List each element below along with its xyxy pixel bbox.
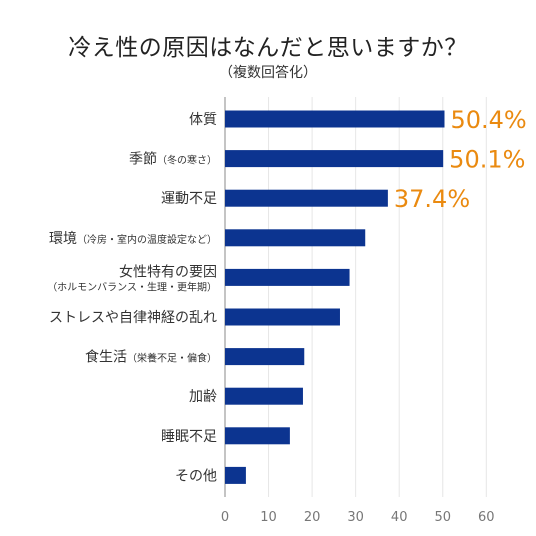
category-label: 食生活（栄養不足・偏食） xyxy=(85,349,217,366)
x-tick-label: 40 xyxy=(391,510,408,525)
category-label: ストレスや自律神経の乱れ xyxy=(49,310,217,326)
bars xyxy=(225,110,445,484)
bar xyxy=(225,150,444,168)
category-note: （冷房・室内の温度設定など） xyxy=(77,233,217,246)
bar xyxy=(225,268,350,286)
category-main: 季節 xyxy=(129,151,157,168)
bar xyxy=(225,308,340,326)
category-label: その他 xyxy=(175,468,217,484)
bar xyxy=(225,466,246,484)
category-main: その他 xyxy=(175,468,217,484)
category-label: 運動不足 xyxy=(161,191,217,207)
category-label: 女性特有の要因 xyxy=(119,263,217,280)
data-label: 37.4% xyxy=(394,185,470,213)
chart-subtitle: （複数回答化） xyxy=(219,65,317,81)
category-label: 体質 xyxy=(189,112,217,128)
data-labels: 50.4% 50.1% 37.4% xyxy=(394,106,527,213)
bar xyxy=(225,348,305,366)
x-axis-ticks: 0 10 20 30 40 50 60 xyxy=(221,510,495,525)
category-note: （栄養不足・偏食） xyxy=(127,352,217,365)
category-note: （ホルモンバランス・生理・更年期） xyxy=(47,280,217,293)
x-tick-label: 60 xyxy=(478,510,495,525)
bar xyxy=(225,110,445,128)
data-label: 50.1% xyxy=(449,146,525,174)
category-main: 環境 xyxy=(49,231,77,247)
category-main: 体質 xyxy=(189,112,217,128)
bar xyxy=(225,427,290,445)
x-tick-label: 10 xyxy=(260,510,277,525)
category-label: 睡眠不足 xyxy=(161,429,217,445)
x-tick-label: 0 xyxy=(221,510,229,525)
bar xyxy=(225,189,388,207)
x-tick-label: 20 xyxy=(304,510,321,525)
data-label: 50.4% xyxy=(450,106,526,134)
category-note: （冬の寒さ） xyxy=(157,154,217,167)
category-main: 運動不足 xyxy=(161,191,217,207)
x-tick-label: 50 xyxy=(434,510,451,525)
category-main: 睡眠不足 xyxy=(161,429,217,445)
category-label: 環境（冷房・室内の温度設定など） xyxy=(49,231,217,247)
category-label: 加齢 xyxy=(189,389,217,405)
bar xyxy=(225,229,366,247)
chart-title: 冷え性の原因はなんだと思いますか？ xyxy=(68,35,468,61)
category-main: 加齢 xyxy=(189,389,217,405)
category-main: 食生活 xyxy=(85,349,127,366)
category-main: ストレスや自律神経の乱れ xyxy=(49,310,217,326)
bar xyxy=(225,387,303,405)
x-tick-label: 30 xyxy=(347,510,364,525)
category-label: 季節（冬の寒さ） xyxy=(129,151,217,168)
